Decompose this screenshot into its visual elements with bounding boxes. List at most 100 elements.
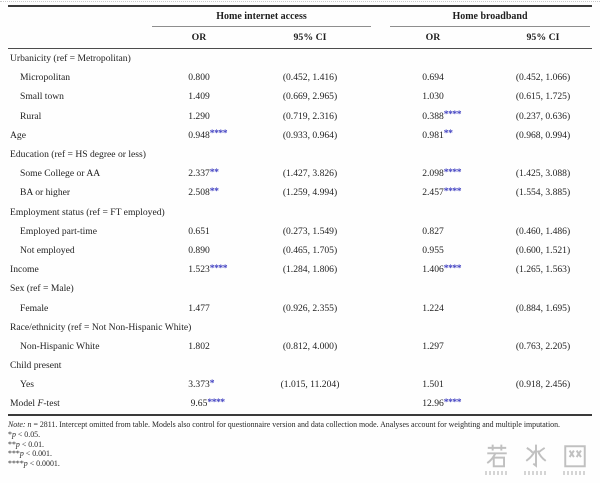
or-value-broadband: 0.388 **** [422,109,462,122]
ci-value-internet: (0.812, 4.000) [282,340,338,352]
significance-stars: **** [209,262,228,274]
or-value-broadband: 1.406 **** [422,262,462,276]
row-label: Income [10,264,39,276]
ci-value-internet: (1.259, 4.994) [282,187,338,199]
watermark-glyph-ruo [486,444,507,468]
table-row: Child present [8,356,592,375]
watermark-char-ruo [484,443,510,475]
note-text: Note: n = 2811. Intercept omitted from t… [8,419,561,429]
table-row: Small town 1.409 (0.669, 2.965) 1.030 (0.615… [8,87,592,106]
significance-stars: **** [207,396,225,408]
row-label: BA or higher [20,187,71,199]
table-notes: Note: n = 2811. Intercept omitted from t… [8,420,592,468]
ci-value-broadband: (0.452, 1.066) [515,72,571,84]
ci-value-broadband: (0.884, 1.695) [515,302,571,314]
column-group-header-row: Home internet access Home broadband [8,7,592,27]
or-value-internet: 2.508 ** [188,185,219,199]
significance-legend: *p < 0.05. **p < 0.01. ***p < 0.001. ****p … [8,430,592,468]
or-value-broadband: 1.501 [422,379,444,391]
significance-legend-line: ****p < 0.0001. [8,458,60,468]
ci-value-internet: (0.669, 2.965) [282,91,338,103]
or-value-internet: 1.290 [188,110,210,122]
or-value-internet: 0.651 [188,225,210,237]
or-value-broadband: 2.098 **** [422,166,462,180]
significance-legend-line: **p < 0.01. [8,439,45,449]
or-value-broadband: 2.457 **** [422,185,462,199]
row-label: Model F-test [10,398,60,410]
label-column-spacer [8,10,150,27]
watermark-subtext [524,471,548,475]
or-value-internet: 2.337 ** [188,166,219,180]
group-broadband: Home broadband [372,10,592,27]
table-row: Employed part-time 0.651 (0.273, 1.549) 0.8… [8,222,592,241]
row-label: Rural [20,110,42,122]
row-label: Employed part-time [20,225,97,237]
subheader-or-internet: OR [191,32,207,43]
table-row: Yes 3.373 * (1.015, 11.204) 1.501 (0.918, 2.4… [8,375,592,394]
ci-value-internet: (1.427, 3.826) [282,168,338,180]
watermark-char-wang [562,443,588,475]
significance-stars: **** [443,109,462,121]
table-row: Non-Hispanic White 1.802 (0.812, 4.000) 1.2… [8,337,592,356]
page-top-dotted-rule [0,1,600,2]
row-label: Yes [20,379,34,391]
watermark-glyph-shui [525,444,547,468]
or-value-internet: 0.800 [188,72,210,84]
table-row: BA or higher 2.508 ** (1.259, 4.994) 2.457 **… [8,183,592,202]
significance-stars: ** [209,166,219,178]
table-row: Urbanicity (ref = Metropolitan) [8,49,592,68]
subheader-or-broadband: OR [425,32,441,43]
or-value-internet: 9.65 **** [190,396,225,410]
group-internet-access: Home internet access [150,10,372,27]
table-row: Micropolitan 0.800 (0.452, 1.416) 0.694 (0.4… [8,68,592,87]
table-row: Race/ethnicity (ref = Not Non-Hispanic W… [8,318,592,337]
or-value-broadband: 12.96 **** [422,396,461,410]
group-broadband-label: Home broadband [390,10,590,27]
row-label: Not employed [20,244,75,256]
table-row: Rural 1.290 (0.719, 2.316) 0.388 **** (0.237,… [8,107,592,126]
or-value-broadband: 0.827 [422,225,444,237]
watermark-char-shui [523,443,549,475]
ci-value-internet: (0.465, 1.705) [282,244,338,256]
table-row: Education (ref = HS degree or less) [8,145,592,164]
or-value-broadband: 0.981 ** [422,128,453,141]
row-label: Some College or AA [20,168,101,180]
row-label: Micropolitan [20,72,71,84]
table-row: Model F-test 9.65 **** 12.96 **** [8,394,592,413]
row-label: Non-Hispanic White [20,340,100,352]
significance-stars: **** [209,128,228,140]
significance-stars: **** [443,166,462,178]
or-value-broadband: 1.030 [422,91,444,103]
ci-value-broadband: (1.425, 3.088) [515,168,571,180]
watermark-subtext [485,471,509,475]
or-value-internet: 0.890 [188,244,210,256]
ci-value-internet: (0.933, 0.964) [282,129,338,141]
significance-stars: * [209,377,215,389]
table-body: Urbanicity (ref = Metropolitan) Micropoli… [8,49,592,416]
ci-value-internet: (0.452, 1.416) [282,72,338,84]
significance-stars: ** [443,128,453,140]
subheader-ci-internet: 95% CI [293,32,327,43]
ci-value-internet: (0.273, 1.549) [282,225,338,237]
or-value-internet: 3.373 * [188,377,215,391]
row-label: Age [10,129,26,141]
table-row: Sex (ref = Male) [8,279,592,298]
row-label: Small town [20,91,64,103]
ci-value-internet: (0.719, 2.316) [282,110,338,122]
row-label: Urbanicity (ref = Metropolitan) [10,53,131,65]
significance-stars: **** [443,262,462,274]
ci-value-broadband: (0.918, 2.456) [515,379,571,391]
significance-stars: **** [443,185,462,197]
ci-value-broadband: (0.600, 1.521) [515,244,571,256]
group-internet-access-label: Home internet access [152,10,371,27]
or-value-broadband: 1.297 [422,340,444,352]
or-value-broadband: 1.224 [422,302,444,314]
table-row: Not employed 0.890 (0.465, 1.705) 0.955 (0.6… [8,241,592,260]
significance-legend-line: *p < 0.05. [8,430,41,440]
watermark-subtext [563,471,587,475]
table-row: Some College or AA 2.337 ** (1.427, 3.826) 2… [8,164,592,183]
ci-value-broadband: (1.554, 3.885) [515,187,571,199]
or-value-internet: 1.802 [188,340,210,352]
sub-header-row: OR 95% CI OR 95% CI [8,27,592,49]
